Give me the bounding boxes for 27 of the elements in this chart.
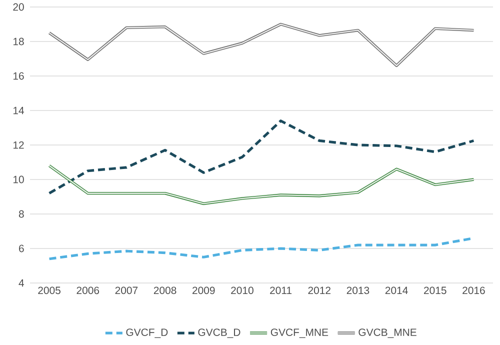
line-series <box>48 22 476 67</box>
y-tick-label: 14 <box>13 106 24 114</box>
x-tick-label: 2010 <box>231 286 254 294</box>
y-tick-label: 4 <box>18 279 24 287</box>
y-tick-label: 10 <box>13 176 24 184</box>
legend-label: GVCB_D <box>198 328 240 338</box>
y-tick-label: 8 <box>18 210 24 218</box>
legend-label: GVCF_D <box>126 328 168 338</box>
legend-label: GVCB_MNE <box>358 328 416 338</box>
y-tick-label: 16 <box>13 72 24 80</box>
x-tick-label: 2007 <box>115 286 138 294</box>
x-tick-label: 2009 <box>192 286 215 294</box>
x-tick-label: 2006 <box>76 286 100 294</box>
x-tick-label: 2011 <box>270 286 292 294</box>
x-tick-label: 2016 <box>462 286 485 294</box>
y-tick-label: 18 <box>13 38 24 46</box>
y-tick-label: 12 <box>13 141 24 149</box>
y-tick-label: 20 <box>13 3 24 11</box>
x-tick-label: 2015 <box>424 286 446 294</box>
x-tick-label: 2012 <box>308 286 330 294</box>
x-tick-label: 2005 <box>38 286 60 294</box>
y-tick-label: 6 <box>19 244 24 252</box>
legend-label: GVCF_MNE <box>270 328 328 338</box>
x-tick-label: 2008 <box>154 286 176 294</box>
x-tick-label: 2014 <box>385 286 408 294</box>
x-tick-label: 2013 <box>346 286 370 294</box>
line-series <box>48 120 476 195</box>
